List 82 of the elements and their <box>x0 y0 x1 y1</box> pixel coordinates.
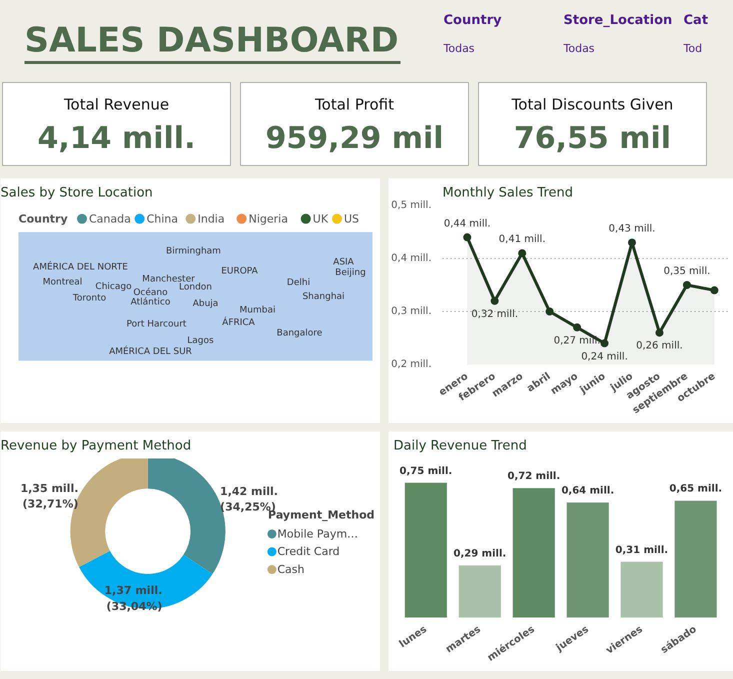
bar <box>512 488 555 618</box>
text: SALES DASHBOARD <box>24 20 399 60</box>
text: 959,29 mil <box>265 121 444 156</box>
text: Atlántico <box>130 296 171 308</box>
text: AMÉRICA DEL SUR <box>109 344 192 357</box>
category-label: India <box>198 212 225 226</box>
data-label: 0,75 mill. <box>400 466 452 477</box>
text: Beijing <box>335 268 366 278</box>
text: Abuja <box>192 298 218 309</box>
text: Montreal <box>42 277 82 288</box>
point <box>518 249 526 258</box>
legend-label: Credit Card <box>277 545 340 558</box>
text: AMÉRICA DEL NORTE <box>33 260 128 273</box>
text: 76,55 mil <box>514 121 672 156</box>
point <box>600 339 609 348</box>
text: Mumbai <box>240 306 276 316</box>
text: Delhi <box>286 278 310 288</box>
category-label: Nigeria <box>248 212 288 226</box>
text: 4,14 mill. <box>38 121 196 156</box>
bar <box>674 500 717 618</box>
category-label: UK <box>312 212 329 226</box>
category-label: China <box>146 212 178 226</box>
data-label: 0,43 mill. <box>608 224 656 235</box>
bar <box>620 562 663 618</box>
data-label: 0,29 mill. <box>454 548 506 560</box>
point <box>490 296 499 305</box>
point <box>655 328 664 337</box>
point <box>546 308 554 316</box>
text: Manchester <box>142 274 196 284</box>
data-label: 0,65 mill. <box>669 484 722 495</box>
data-label: 0,41 mill. <box>498 234 546 246</box>
y-tick-label: 0,2 mill. <box>391 359 432 370</box>
bar <box>404 482 447 618</box>
text: Océano <box>133 286 168 298</box>
point <box>710 286 718 294</box>
point <box>463 233 472 242</box>
data-label: 0,31 mill. <box>615 544 668 556</box>
text: Toronto <box>72 294 107 304</box>
category-label: Canada <box>89 212 131 226</box>
text: Port Harcourt <box>126 320 187 330</box>
chart-title: Revenue by Payment Method <box>0 438 192 454</box>
point <box>682 281 691 289</box>
data-label: 0,72 mill. <box>507 471 560 482</box>
bar <box>458 565 501 618</box>
y-tick-label: 0,4 mill. <box>391 253 432 264</box>
text: Bangalore <box>276 328 323 338</box>
legend-label: Mobile Paym… <box>277 527 358 540</box>
text: London <box>179 282 212 293</box>
data-label: 0,32 mill. <box>471 308 518 320</box>
category-label: US <box>344 212 360 226</box>
text: Country <box>444 13 502 28</box>
text: ASIA <box>333 257 355 268</box>
chart-title: Daily Revenue Trend <box>394 438 527 454</box>
legend-label: Cash <box>277 563 305 576</box>
bar <box>566 502 609 618</box>
text: EUROPA <box>221 266 259 276</box>
data-label: 0,35 mill. <box>664 266 710 277</box>
text: Shanghai <box>302 292 345 302</box>
text: Lagos <box>187 336 214 346</box>
text: Todas <box>562 42 595 55</box>
y-tick-label: 0,5 mill. <box>391 200 432 211</box>
text: Todas <box>442 42 475 55</box>
point <box>628 238 636 247</box>
data-label: 0,26 mill. <box>636 340 683 352</box>
legend-title: Country <box>18 212 68 226</box>
text: Total Discounts Given <box>510 96 674 114</box>
data-label: 0,44 mill. <box>444 218 491 230</box>
data-label: 0,64 mill. <box>561 486 614 497</box>
text: Birmingham <box>166 246 221 256</box>
text: Cat <box>684 13 708 28</box>
text: Tod <box>682 42 702 55</box>
y-tick-label: 0,3 mill. <box>391 306 432 317</box>
point <box>573 323 582 332</box>
text: Sales by Store Location <box>0 186 153 200</box>
text: Total Revenue <box>62 96 170 114</box>
text: ÁFRICA <box>222 316 256 328</box>
text: Chicago <box>95 282 132 292</box>
chart-title: Monthly Sales Trend <box>442 186 573 200</box>
text: Store_Location <box>564 13 672 28</box>
text: Total Profit <box>314 96 394 114</box>
data-label: 1,37 mill. (33,04%) <box>104 584 162 613</box>
data-label: 0,24 mill. <box>581 351 628 362</box>
